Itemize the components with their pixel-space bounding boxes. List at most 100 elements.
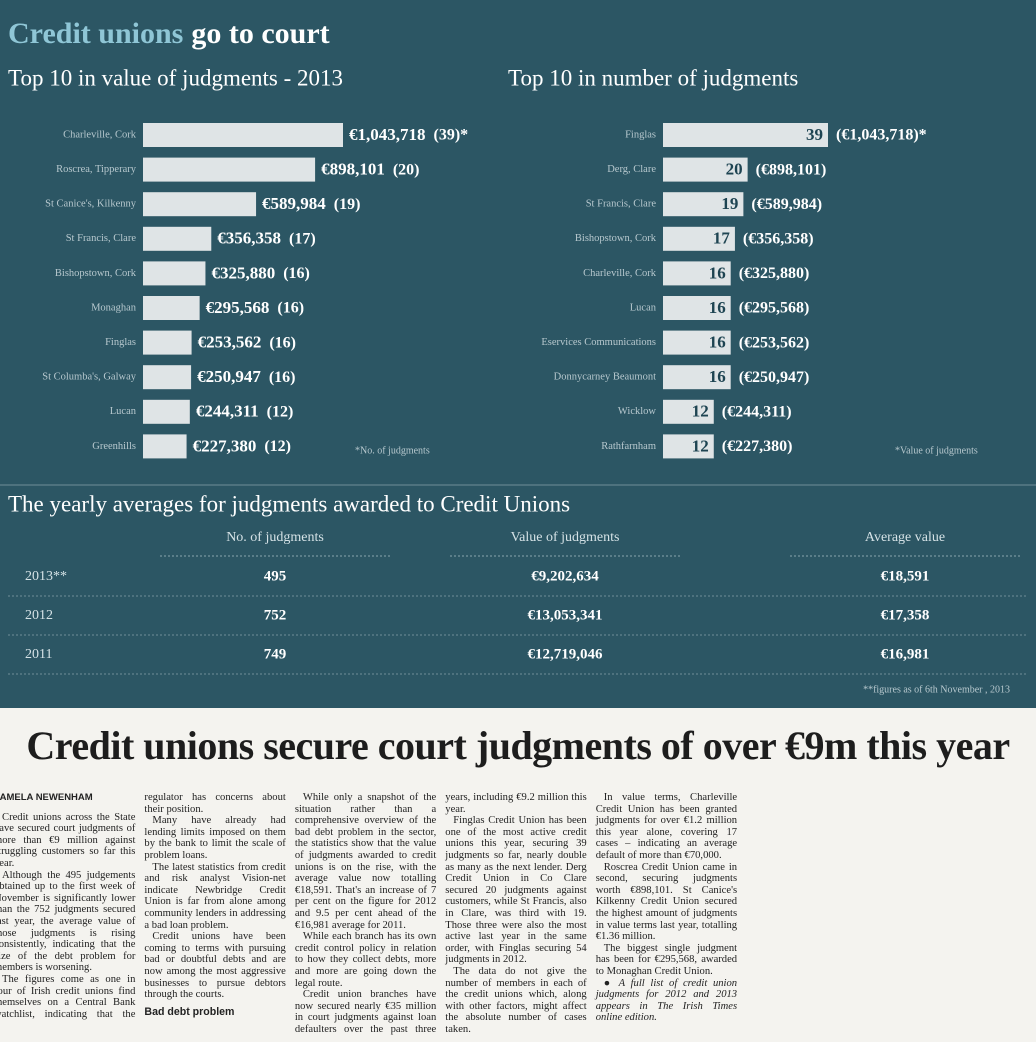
- amount-label: (€295,568): [739, 300, 810, 317]
- category-label: St Francis, Clare: [586, 199, 657, 210]
- value-label: 16: [709, 333, 726, 352]
- category-label: Bishopstown, Cork: [575, 233, 657, 244]
- value-label: €898,101: [321, 160, 385, 179]
- footnote: *No. of judgments: [355, 445, 430, 456]
- value-label: €250,947: [197, 367, 261, 386]
- value-label: €1,043,718: [349, 125, 426, 144]
- count-label: (19): [334, 196, 361, 213]
- table-cell: €12,719,046: [528, 646, 604, 662]
- table-cell: €13,053,341: [528, 607, 603, 623]
- amount-label: (€589,984): [751, 196, 822, 213]
- value-label: 20: [726, 160, 743, 179]
- paragraph: While each branch has its own credit con…: [294, 931, 437, 989]
- category-label: Finglas: [105, 337, 136, 348]
- table-cell: 749: [264, 646, 287, 662]
- count-label: (16): [277, 300, 304, 317]
- note: ● A full list of credit union judgments …: [595, 977, 738, 1024]
- category-label: Roscrea, Tipperary: [56, 164, 137, 175]
- bar: [663, 399, 714, 424]
- table-cell: 495: [264, 568, 287, 584]
- count-label: (12): [267, 403, 294, 420]
- table-cell: 752: [264, 607, 287, 623]
- bar: [663, 226, 735, 251]
- bar: [663, 192, 744, 217]
- paragraph: Finglas Credit Union has been one of the…: [445, 815, 587, 966]
- bar: [143, 399, 190, 424]
- value-label: 12: [692, 436, 709, 455]
- column-header: Average value: [865, 530, 945, 545]
- bar: [663, 365, 731, 390]
- amount-label: (€325,880): [739, 265, 810, 282]
- column-header: No. of judgments: [226, 530, 324, 545]
- paragraph: The biggest single judgment has been for…: [595, 942, 738, 977]
- count-label: (16): [269, 334, 296, 351]
- table-cell: €17,358: [881, 607, 930, 623]
- category-label: Finglas: [625, 129, 656, 140]
- category-label: Greenhills: [92, 441, 136, 452]
- paragraph: The data do not give the number of membe…: [445, 965, 587, 1035]
- table-footnote: **figures as of 6th November , 2013: [863, 684, 1010, 695]
- chart-title: Top 10 in value of judgments - 2013: [8, 65, 343, 90]
- count-label: (16): [269, 369, 296, 386]
- value-label: 17: [713, 229, 731, 248]
- table-cell: €18,591: [881, 568, 930, 584]
- chart-title: Top 10 in number of judgments: [508, 65, 798, 90]
- count-label: (12): [264, 438, 291, 455]
- value-label: 16: [709, 298, 726, 317]
- category-label: Charleville, Cork: [63, 129, 137, 140]
- bar: [143, 261, 206, 286]
- category-label: Eservices Communications: [541, 337, 656, 348]
- count-label: (16): [283, 265, 310, 282]
- bar: [663, 123, 828, 147]
- value-label: 39: [806, 125, 823, 144]
- paragraph: The figures come as one in four of Irish…: [0, 792, 286, 1020]
- amount-label: (€356,358): [743, 230, 814, 247]
- amount-label: (€1,043,718)*: [836, 127, 927, 144]
- bar: [663, 157, 748, 182]
- bar: [143, 226, 212, 251]
- bar: [143, 365, 192, 390]
- bar: [663, 261, 731, 286]
- category-label: Monaghan: [91, 302, 137, 313]
- value-label: 16: [709, 367, 726, 386]
- category-label: Rathfarnham: [601, 441, 656, 452]
- category-label: Bishopstown, Cork: [55, 268, 137, 279]
- value-label: €589,984: [262, 194, 326, 213]
- title-part: go to court: [191, 17, 329, 50]
- paragraph: Although the 495 judgements obtained up …: [0, 869, 136, 974]
- value-label: €356,358: [217, 229, 281, 248]
- bar: [143, 157, 316, 182]
- bar: [663, 434, 714, 459]
- paragraph: Roscrea Credit Union came in second, sec…: [595, 861, 738, 943]
- count-label: (17): [289, 230, 316, 247]
- value-label: 19: [721, 194, 738, 213]
- article-body: PAMELA NEWENHAM Credit unions across the …: [0, 792, 1036, 1040]
- amount-label: (€244,311): [722, 403, 792, 420]
- category-label: St Francis, Clare: [66, 233, 137, 244]
- row-label: 2011: [25, 647, 52, 662]
- infographic: Credit unions go to court Top 10 in valu…: [0, 0, 1036, 708]
- table-cell: €9,202,634: [531, 568, 599, 584]
- paragraph: Credit unions across the State have secu…: [0, 811, 136, 869]
- value-label: €325,880: [211, 263, 275, 282]
- value-label: €295,568: [206, 298, 270, 317]
- category-label: St Canice's, Kilkenny: [45, 199, 137, 210]
- table-title: The yearly averages for judgments awarde…: [8, 491, 570, 516]
- paragraph: While only a snapshot of the situation r…: [294, 792, 437, 931]
- paragraph: Credit union branches have now secured n…: [294, 792, 587, 1035]
- headline: Credit unions secure court judgments of …: [26, 723, 1010, 768]
- category-label: St Columba's, Galway: [42, 372, 137, 383]
- sub: Bad debt problem: [144, 1005, 235, 1018]
- value-label: 12: [692, 402, 709, 421]
- title-part: Credit unions: [8, 17, 183, 50]
- paragraph: In value terms, Charleville Credit Union…: [595, 792, 738, 861]
- bar: [143, 123, 343, 147]
- amount-label: (€250,947): [739, 369, 810, 386]
- category-label: Derg, Clare: [607, 164, 656, 175]
- bar: [143, 296, 200, 320]
- by: PAMELA NEWENHAM: [0, 792, 93, 803]
- bar: [143, 192, 257, 217]
- paragraph: Many have already had lending limits imp…: [144, 815, 286, 861]
- category-label: Wicklow: [618, 406, 656, 417]
